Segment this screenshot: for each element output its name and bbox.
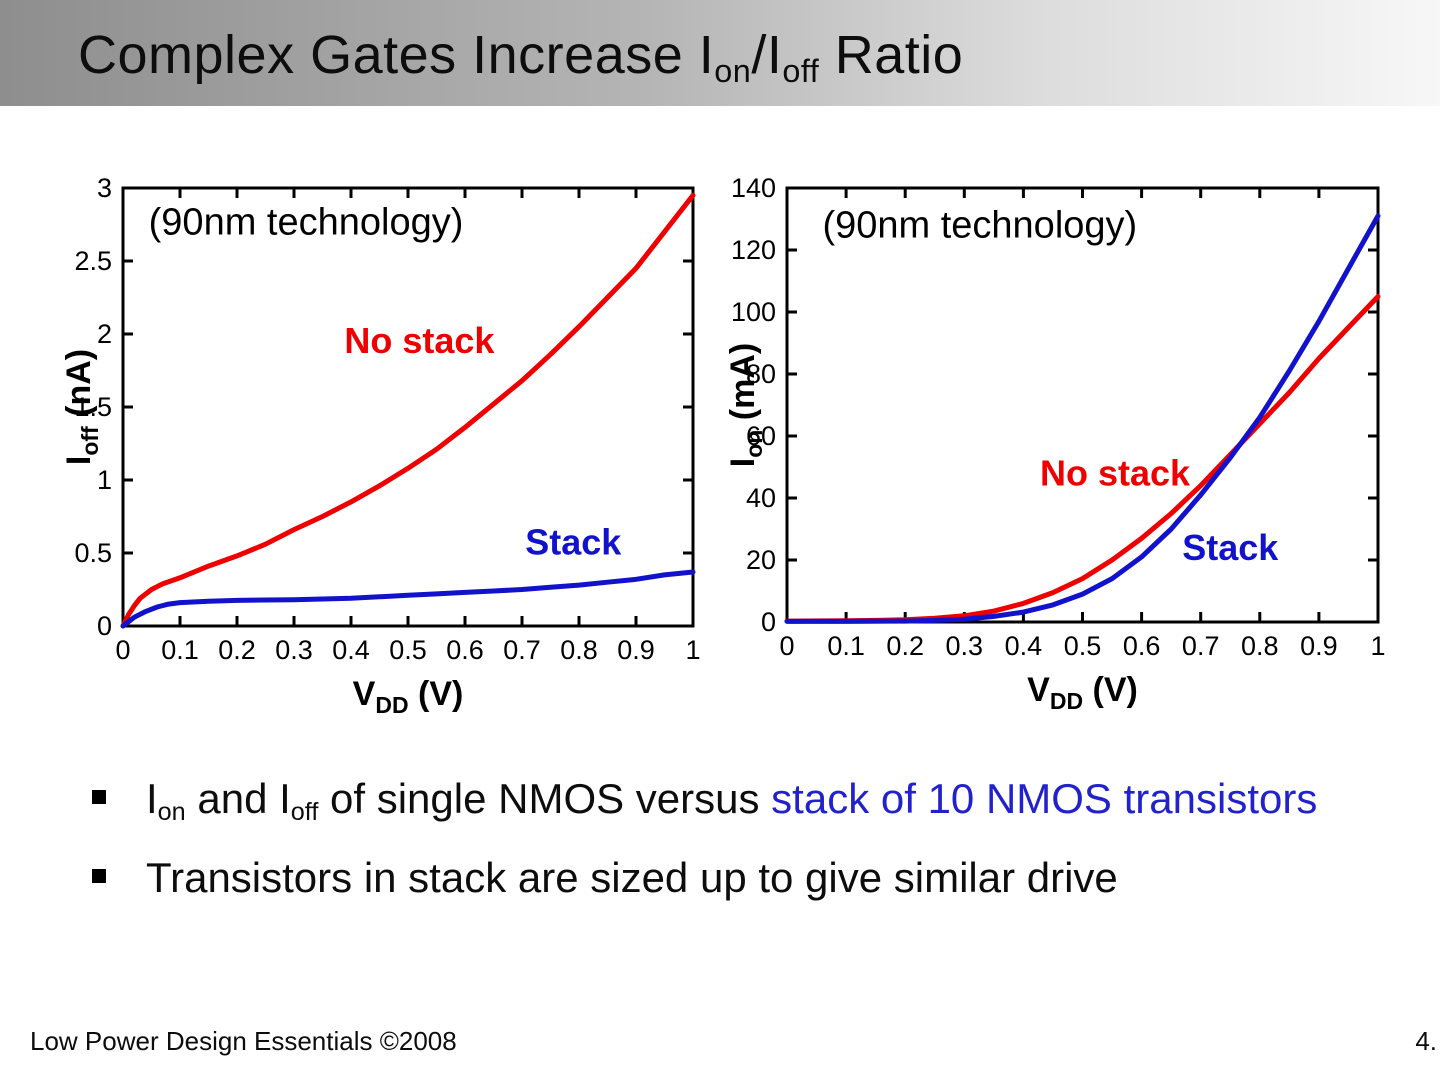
svg-text:3: 3 xyxy=(97,173,112,203)
svg-text:0.5: 0.5 xyxy=(389,635,427,665)
stack-curve xyxy=(784,213,1381,624)
svg-text:0.4: 0.4 xyxy=(1005,631,1043,661)
bullet-list: Ion and Ioff of single NMOS versus stack… xyxy=(86,766,1356,911)
svg-text:0.6: 0.6 xyxy=(1123,631,1161,661)
svg-text:2.5: 2.5 xyxy=(74,246,112,276)
svg-text:100: 100 xyxy=(731,297,776,327)
svg-text:0.4: 0.4 xyxy=(332,635,370,665)
chart-annotation: No stack xyxy=(1040,453,1191,494)
bullet-text-2: Transistors in stack are sized up to giv… xyxy=(146,854,1118,902)
header-band xyxy=(0,0,1440,106)
svg-text:0.6: 0.6 xyxy=(446,635,484,665)
bullet-item-2: Transistors in stack are sized up to giv… xyxy=(86,845,1326,911)
svg-text:1: 1 xyxy=(1370,631,1385,661)
svg-text:0.7: 0.7 xyxy=(1182,631,1220,661)
svg-text:20: 20 xyxy=(746,545,776,575)
svg-text:0.5: 0.5 xyxy=(1064,631,1102,661)
slide-title: Complex Gates Increase Ion/Ioff Ratio xyxy=(78,25,964,90)
svg-text:0.3: 0.3 xyxy=(946,631,984,661)
square-bullet-icon xyxy=(92,869,106,884)
svg-text:Ion (mA): Ion (mA) xyxy=(724,343,767,467)
svg-text:2: 2 xyxy=(97,319,112,349)
ion-chart: 0 0.1 0.2 0.3 0.4 0.5 0.6 0.7 0.8 0.9 1 0 20 40 60 80 10… xyxy=(724,173,1386,714)
svg-text:1: 1 xyxy=(97,465,112,495)
svg-text:60: 60 xyxy=(746,421,776,451)
svg-text:0.2: 0.2 xyxy=(218,635,256,665)
svg-text:0.1: 0.1 xyxy=(827,631,865,661)
chart-annotation: Stack xyxy=(1182,527,1279,568)
svg-text:0.8: 0.8 xyxy=(560,635,598,665)
svg-text:0.9: 0.9 xyxy=(1300,631,1338,661)
ioff-chart: 0 0.1 0.2 0.3 0.4 0.5 0.6 0.7 0.8 0.9 1 0 0.5 1 1.5 2 2.… xyxy=(60,173,701,718)
svg-text:0.3: 0.3 xyxy=(275,635,313,665)
bullet-item-1: Ion and Ioff of single NMOS versus stack… xyxy=(86,766,1326,845)
svg-text:0.9: 0.9 xyxy=(617,635,655,665)
no-stack-curve xyxy=(120,192,696,629)
svg-text:40: 40 xyxy=(746,483,776,513)
svg-text:VDD (V): VDD (V) xyxy=(1027,671,1138,714)
square-bullet-icon xyxy=(92,790,106,804)
svg-text:1: 1 xyxy=(685,635,700,665)
svg-text:0.1: 0.1 xyxy=(161,635,199,665)
footer-book-title: Low Power Design Essentials ©2008 xyxy=(30,1026,457,1056)
svg-text:VDD (V): VDD (V) xyxy=(353,675,464,718)
svg-text:0.7: 0.7 xyxy=(503,635,541,665)
svg-text:0.2: 0.2 xyxy=(886,631,924,661)
svg-text:120: 120 xyxy=(731,235,776,265)
svg-text:0: 0 xyxy=(779,631,794,661)
svg-text:Ioff (nA): Ioff (nA) xyxy=(60,349,103,465)
bullet-text-1: Ion and Ioff of single NMOS versus stack… xyxy=(146,775,1318,827)
chart-annotation: (90nm technology) xyxy=(822,205,1137,247)
slide-number: 4. xyxy=(1415,1026,1437,1056)
svg-text:140: 140 xyxy=(731,173,776,203)
stack-curve xyxy=(120,569,696,629)
svg-text:0: 0 xyxy=(97,611,112,641)
svg-text:1.5: 1.5 xyxy=(74,392,112,422)
svg-text:0: 0 xyxy=(761,607,776,637)
chart-annotation: Stack xyxy=(525,521,622,562)
svg-text:0.5: 0.5 xyxy=(74,538,112,568)
svg-text:0.8: 0.8 xyxy=(1241,631,1279,661)
chart-annotation: (90nm technology) xyxy=(149,202,464,244)
svg-text:80: 80 xyxy=(746,359,776,389)
svg-text:0: 0 xyxy=(115,635,130,665)
chart-annotation: No stack xyxy=(344,320,495,361)
